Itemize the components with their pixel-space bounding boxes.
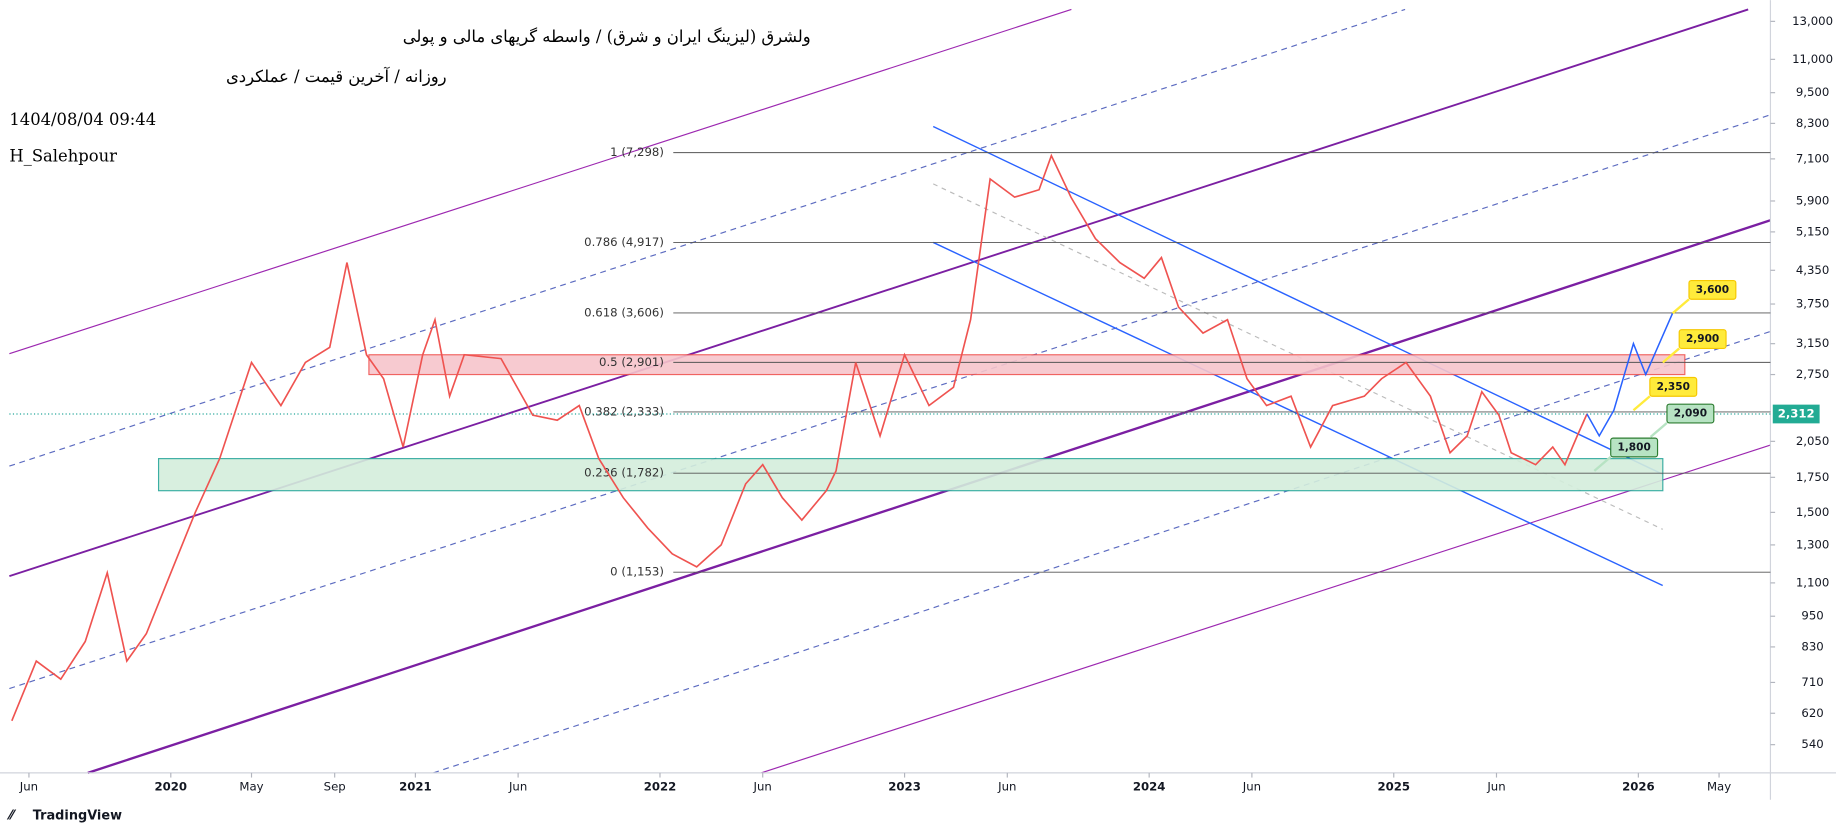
- y-tick-label: 540: [1801, 737, 1823, 751]
- target-label: 1,800: [1618, 441, 1651, 453]
- y-tick-label: 3,150: [1796, 336, 1829, 350]
- target-box: [1678, 329, 1727, 350]
- y-tick-label: 9,500: [1796, 85, 1829, 99]
- target-label: 2,350: [1657, 381, 1690, 393]
- fib-label: 0.236 (1,782): [584, 466, 664, 480]
- subtitle: روزانه / آخرین قیمت / عملکردی: [226, 66, 447, 86]
- y-tick-label: 4,350: [1796, 263, 1829, 277]
- title: ولشرق (لیزینگ ایران و شرق) / واسطه گریها…: [403, 27, 811, 46]
- target-box: [1666, 403, 1715, 424]
- y-tick-label: 1,100: [1796, 575, 1829, 589]
- x-tick-label: Jun: [753, 779, 772, 793]
- y-tick-label: 830: [1801, 639, 1823, 653]
- x-tick-label: Jun: [508, 779, 527, 793]
- x-tick-label: May: [1707, 779, 1731, 793]
- x-tick-label: Jun: [1242, 779, 1261, 793]
- target-box: [1688, 279, 1737, 300]
- fib-label: 0.5 (2,901): [599, 355, 664, 369]
- y-tick-label: 5,150: [1796, 224, 1829, 238]
- x-tick-label: May: [239, 779, 263, 793]
- y-tick-label: 2,750: [1796, 367, 1829, 381]
- target-label: 2,900: [1686, 333, 1719, 345]
- y-tick-label: 13,000: [1792, 14, 1833, 28]
- price-box: [1772, 404, 1820, 424]
- target-pointer: [1593, 455, 1612, 472]
- channel-dashed: [9, 114, 1771, 690]
- fib-label: 0.786 (4,917): [584, 235, 664, 249]
- target-pointer: [1632, 395, 1651, 412]
- x-tick-label: Jun: [997, 779, 1016, 793]
- fib-label: 0.382 (2,333): [584, 404, 664, 418]
- brand-logo: ⁄⁄: [6, 809, 16, 824]
- y-tick-label: 5,900: [1796, 193, 1829, 207]
- zone: [157, 458, 1664, 492]
- x-tick-label: 2025: [1377, 779, 1410, 793]
- channel-line: [760, 444, 1771, 774]
- zone: [368, 354, 1686, 376]
- y-tick-label: 620: [1801, 706, 1823, 720]
- channel-dashed: [433, 330, 1771, 774]
- date: 1404/08/04 09:44: [9, 110, 156, 129]
- x-tick-label: Sep: [324, 779, 346, 793]
- fib-label: 1 (7,298): [610, 145, 664, 159]
- y-tick-label: 8,300: [1796, 116, 1829, 130]
- projection-line: [1586, 312, 1674, 438]
- x-tick-label: Jun: [1486, 779, 1505, 793]
- y-tick-label: 11,000: [1792, 52, 1833, 66]
- y-tick-label: 950: [1801, 609, 1823, 623]
- y-tick-label: 710: [1801, 675, 1823, 689]
- y-tick-label: 1,300: [1796, 537, 1829, 551]
- x-tick-label: 2021: [399, 779, 432, 793]
- y-tick-label: 1,750: [1796, 470, 1829, 484]
- price-series: [11, 153, 1588, 722]
- target-pointer: [1671, 298, 1690, 315]
- y-tick-label: 2,050: [1796, 434, 1829, 448]
- target-box: [1610, 437, 1659, 458]
- author: H_Salehpour: [9, 146, 117, 165]
- target-label: 3,600: [1696, 284, 1729, 296]
- target-label: 2,090: [1674, 408, 1707, 420]
- x-tick-label: 2020: [155, 779, 188, 793]
- y-tick-label: 7,100: [1796, 151, 1829, 165]
- channel-line: [87, 219, 1771, 774]
- brand: TradingView: [33, 809, 122, 824]
- x-tick-label: Jun: [19, 779, 38, 793]
- y-tick-label: 3,750: [1796, 297, 1829, 311]
- target-pointer: [1649, 422, 1668, 438]
- fib-label: 0.618 (3,606): [584, 305, 664, 319]
- channel-line: [9, 8, 1072, 355]
- trend-line: [932, 125, 1664, 475]
- x-tick-label: 2024: [1133, 779, 1166, 793]
- x-tick-label: 2022: [644, 779, 677, 793]
- target-box: [1649, 376, 1698, 397]
- fib-label: 0 (1,153): [610, 565, 664, 579]
- y-tick-label: 1,500: [1796, 505, 1829, 519]
- price-label: 2,312: [1778, 406, 1815, 420]
- x-tick-label: 2026: [1622, 779, 1655, 793]
- target-pointer: [1662, 347, 1680, 364]
- x-tick-label: 2023: [888, 779, 921, 793]
